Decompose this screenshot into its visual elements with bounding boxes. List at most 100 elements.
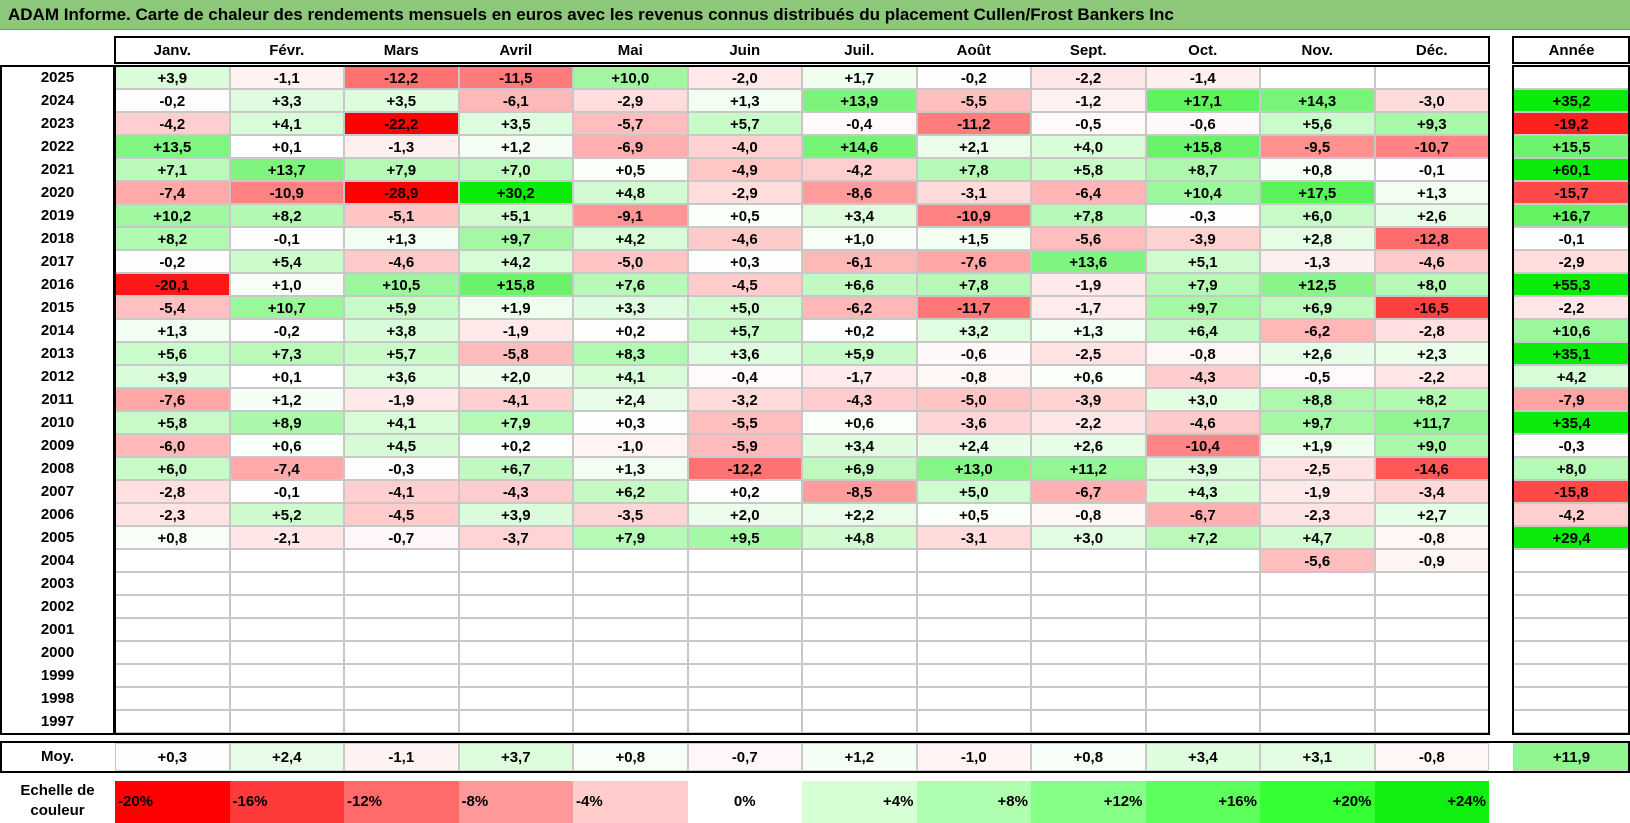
heatmap-cell — [687, 572, 802, 595]
heatmap-cell: +3,9 — [115, 365, 230, 388]
heatmap-cell: +8,0 — [1374, 273, 1489, 296]
heatmap-cell — [115, 549, 230, 572]
heatmap-cell: -7,4 — [229, 457, 344, 480]
heatmap-cell: -12,2 — [687, 457, 802, 480]
heatmap-cell: -2,5 — [1031, 342, 1146, 365]
heatmap-cell: +1,9 — [1260, 434, 1375, 457]
year-label: 2006 — [40, 506, 75, 523]
heatmap-cell — [1031, 618, 1146, 641]
heatmap-cell: -4,3 — [458, 480, 573, 503]
heatmap-cell: +5,7 — [687, 319, 802, 342]
month-header: Août — [956, 42, 991, 59]
heatmap-cell: +13,5 — [115, 135, 230, 158]
heatmap-cell: +14,3 — [1260, 89, 1375, 112]
heatmap-cell: -2,3 — [115, 503, 230, 526]
heatmap-cell: -0,4 — [687, 365, 802, 388]
heatmap-cell: -9,1 — [573, 204, 688, 227]
color-scale-stop: +24% — [1374, 781, 1489, 823]
heatmap-cell — [573, 595, 688, 618]
heatmap-cell: +3,3 — [573, 296, 688, 319]
heatmap-cell — [344, 710, 459, 733]
heatmap-cell — [573, 664, 688, 687]
heatmap-cell: +8,2 — [115, 227, 230, 250]
heatmap-cell — [115, 641, 230, 664]
heatmap-cell: -6,1 — [802, 250, 917, 273]
heatmap-cell — [115, 687, 230, 710]
heatmap-cell: -11,5 — [458, 66, 573, 89]
heatmap-cell: -3,0 — [1374, 89, 1489, 112]
annual-cell: -15,7 — [1513, 181, 1630, 204]
heatmap-cell: +0,2 — [573, 319, 688, 342]
heatmap-cell — [115, 618, 230, 641]
annual-cell: -0,3 — [1513, 434, 1630, 457]
heatmap-cell: -5,6 — [1031, 227, 1146, 250]
heatmap-cell: -6,0 — [115, 434, 230, 457]
heatmap-cell — [344, 687, 459, 710]
average-cell: -0,8 — [1374, 743, 1489, 771]
heatmap-cell: +10,5 — [344, 273, 459, 296]
annual-cell — [1513, 641, 1630, 664]
year-label: 2002 — [40, 598, 75, 615]
color-scale-stop: -8% — [458, 781, 573, 823]
heatmap-cell: -0,3 — [344, 457, 459, 480]
heatmap-cell: +0,6 — [229, 434, 344, 457]
heatmap-cell: +4,5 — [344, 434, 459, 457]
heatmap-cell — [1260, 641, 1375, 664]
heatmap-cell — [229, 618, 344, 641]
heatmap-cell: -2,5 — [1260, 457, 1375, 480]
year-label: 1998 — [40, 690, 75, 707]
heatmap-cell: +5,6 — [1260, 112, 1375, 135]
heatmap-cell: -0,6 — [916, 342, 1031, 365]
heatmap-cell: +7,6 — [573, 273, 688, 296]
heatmap-cell — [1031, 687, 1146, 710]
heatmap-cell: +5,1 — [458, 204, 573, 227]
heatmap-cell: +0,1 — [229, 365, 344, 388]
heatmap-cell — [344, 549, 459, 572]
year-label: 2021 — [40, 161, 75, 178]
heatmap-cell — [1031, 664, 1146, 687]
heatmap-cell: +2,4 — [573, 388, 688, 411]
heatmap-cell: +4,3 — [1145, 480, 1260, 503]
heatmap-cell: +3,2 — [916, 319, 1031, 342]
heatmap-cell: -12,8 — [1374, 227, 1489, 250]
annual-cell: +60,1 — [1513, 158, 1630, 181]
heatmap-cell: +7,9 — [1145, 273, 1260, 296]
annual-cell: +8,0 — [1513, 457, 1630, 480]
heatmap-cell — [916, 641, 1031, 664]
year-label: 2008 — [40, 460, 75, 477]
heatmap-cell: +6,9 — [802, 457, 917, 480]
heatmap-cell: +6,2 — [573, 480, 688, 503]
heatmap-cell: +4,1 — [344, 411, 459, 434]
year-label: 2009 — [40, 437, 75, 454]
month-header: Déc. — [1415, 42, 1448, 59]
heatmap-cell: -5,0 — [573, 250, 688, 273]
heatmap-cell: -28,9 — [344, 181, 459, 204]
heatmap-cell: +5,7 — [687, 112, 802, 135]
heatmap-cell: -10,4 — [1145, 434, 1260, 457]
heatmap-cell — [458, 687, 573, 710]
heatmap-cell — [1260, 710, 1375, 733]
heatmap-cell: -5,1 — [344, 204, 459, 227]
heatmap-cell: +10,4 — [1145, 181, 1260, 204]
heatmap-cell: +7,2 — [1145, 526, 1260, 549]
year-label: 2025 — [40, 69, 75, 86]
heatmap-cell: +2,8 — [1260, 227, 1375, 250]
heatmap-cell: -2,1 — [229, 526, 344, 549]
heatmap-cell: -5,6 — [1260, 549, 1375, 572]
heatmap-cell: +10,0 — [573, 66, 688, 89]
annual-cell — [1513, 66, 1630, 89]
heatmap-cell: -3,7 — [458, 526, 573, 549]
heatmap-cell — [1031, 572, 1146, 595]
heatmap-cell — [1031, 641, 1146, 664]
heatmap-cell: -3,2 — [687, 388, 802, 411]
year-label: 2003 — [40, 575, 75, 592]
month-header: Oct. — [1188, 42, 1218, 59]
heatmap-cell — [458, 710, 573, 733]
heatmap-cell: +3,5 — [344, 89, 459, 112]
heatmap-cell: -2,9 — [687, 181, 802, 204]
heatmap-cell: +3,4 — [802, 434, 917, 457]
heatmap-cell: +7,3 — [229, 342, 344, 365]
heatmap-cell: -6,7 — [1145, 503, 1260, 526]
heatmap-cell: +9,7 — [458, 227, 573, 250]
heatmap-cell: +15,8 — [458, 273, 573, 296]
